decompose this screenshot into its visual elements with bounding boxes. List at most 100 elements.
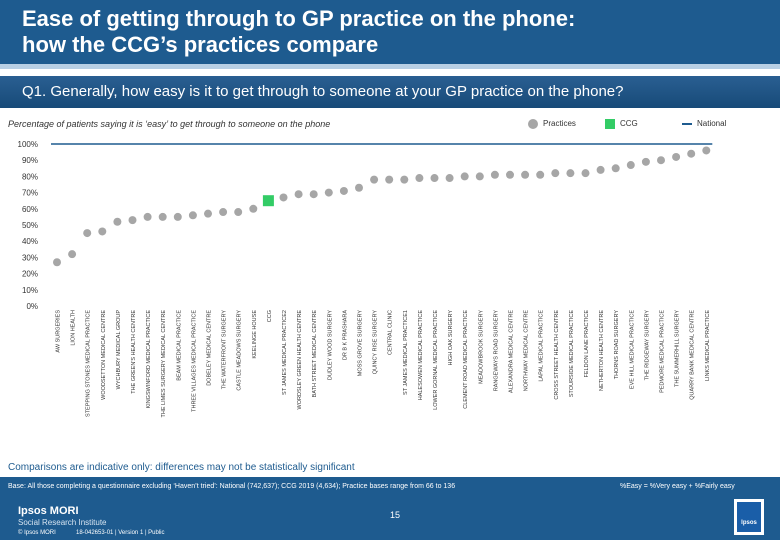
legend-label-ccg: CCG (620, 119, 638, 128)
practice-point (611, 164, 620, 173)
x-tick-label: DUDLEY WOOD SURGERY (327, 310, 333, 380)
practice-point (249, 204, 258, 213)
y-tick-label: 100% (18, 140, 38, 149)
practice-point (324, 188, 333, 197)
practice-point (294, 190, 303, 199)
x-tick-label: KINGSWINFORD MEDICAL PRACTICE (146, 310, 152, 409)
practice-point (687, 149, 696, 158)
x-tick-label: THE LIMES SURGERY MEDICAL CENTRE (161, 310, 167, 418)
practice-point (309, 190, 318, 199)
easy-definition: %Easy = %Very easy + %Fairly easy (620, 483, 735, 490)
ipsos-logo-mark: Ipsos (737, 502, 761, 532)
page-number: 15 (389, 510, 400, 520)
practice-point (128, 216, 137, 225)
page-title-line2: how the CCG’s practices compare (22, 32, 379, 57)
y-tick-label: 90% (22, 156, 38, 165)
x-tick-label: THE RIDGEWAY SURGERY (644, 310, 650, 381)
practices-chart: 0% 10% 20% 30% 40% 50% 60% 70% 80% 90% 100% AW SURG… (18, 140, 713, 418)
practice-point (98, 227, 107, 236)
practice-point (113, 217, 122, 226)
practice-point (173, 212, 182, 221)
x-tick-label: ST JAMES MEDICAL PRACTICE2 (282, 310, 288, 395)
y-tick-label: 40% (22, 237, 38, 246)
x-tick-label: ST JAMES MEDICAL PRACTICE1 (403, 310, 409, 395)
y-tick-label: 10% (22, 286, 38, 295)
practice-point (143, 212, 152, 221)
practice-point (400, 175, 409, 184)
practice-point (430, 174, 439, 183)
y-tick-label: 0% (26, 302, 38, 311)
practice-point (385, 175, 394, 184)
x-tick-label: RANGEWAYS ROAD SURGERY (493, 310, 499, 392)
practice-point (521, 170, 530, 179)
x-tick-label: WORDSLEY GREEN HEALTH CENTRE (297, 310, 303, 410)
practice-point (68, 250, 77, 259)
practice-point (188, 211, 197, 220)
x-tick-label: CLEMENT ROAD MEDICAL PRACTICE (463, 310, 469, 409)
x-tick-label: THREE VILLAGES MEDICAL PRACTICE (191, 310, 197, 412)
practice-point (490, 170, 499, 179)
base-note: Base: All those completing a questionnai… (8, 483, 456, 490)
practice-point (536, 170, 545, 179)
x-tick-label: EVE HILL MEDICAL PRACTICE (629, 310, 635, 389)
y-tick-label: 20% (22, 270, 38, 279)
x-tick-label: THE SUMMERHILL SURGERY (675, 310, 681, 387)
practice-point (657, 156, 665, 165)
institute-name: Social Research Institute (18, 518, 107, 527)
x-tick-label: LION HEALTH (71, 310, 77, 346)
practice-point (83, 229, 92, 238)
x-tick-label: NETHERTON HEALTH CENTRE (599, 310, 605, 391)
x-tick-label: WOODSETTON MEDICAL CENTRE (101, 310, 107, 400)
practice-point (234, 208, 243, 217)
comparison-note: Comparisons are indicative only: differe… (8, 462, 355, 473)
practice-point (551, 169, 560, 178)
x-tick-label: DR B K PRASHARA (342, 310, 348, 360)
title-bar: Ease of getting through to GP practice o… (0, 0, 780, 64)
legend-swatch-practices (528, 119, 538, 129)
x-tick-label: LAPAL MEDICAL PRACTICE (539, 310, 545, 382)
x-tick-label: ALEXANDRA MEDICAL CENTRE (509, 310, 515, 393)
practice-point (506, 170, 514, 179)
copyright: © Ipsos MORI (18, 530, 56, 536)
practice-point (475, 172, 484, 181)
practice-point (158, 212, 167, 221)
practice-point (566, 169, 575, 178)
x-tick-label: THORNS ROAD SURGERY (614, 310, 620, 380)
x-tick-label: STEPPING STONES MEDICAL PRACTICE (86, 310, 92, 417)
y-tick-label: 60% (22, 205, 38, 214)
x-tick-label: MOSS GROVE SURGERY (358, 310, 364, 377)
practice-point (702, 146, 711, 155)
practice-point (53, 258, 61, 267)
x-tick-label: HALESOWEN MEDICAL PRACTICE (418, 310, 424, 401)
x-tick-label: FELDON LANE PRACTICE (584, 310, 590, 378)
practice-point (204, 209, 212, 218)
x-tick-label: CROSS STREET HEALTH CENTRE (554, 310, 560, 400)
practice-point (626, 161, 635, 170)
practice-point (279, 193, 288, 202)
x-tick-label: LOWER GORNAL MEDICAL PRACTICE (433, 310, 439, 410)
x-tick-label: CENTRAL CLINIC (388, 310, 394, 355)
x-tick-label: AW SURGERIES (56, 310, 62, 353)
x-tick-label: BATH STREET MEDICAL CENTRE (312, 310, 318, 398)
x-tick-label: MEADOWBROOK SURGERY (478, 310, 484, 384)
practice-point (596, 165, 605, 174)
footer: Base: All those completing a questionnai… (0, 477, 780, 540)
legend-swatch-national (682, 123, 692, 125)
page-title-line1: Ease of getting through to GP practice o… (22, 6, 576, 31)
practice-point (415, 174, 424, 183)
x-tick-label: KEELINGE HOUSE (252, 310, 258, 359)
y-tick-label: 50% (22, 221, 38, 230)
practice-point (460, 172, 469, 181)
ipsos-logo-text: Ipsos (741, 520, 757, 526)
legend-label-practices: Practices (543, 119, 576, 128)
question-bar: Q1. Generally, how easy is it to get thr… (0, 76, 780, 108)
x-tick-label: QUARRY BANK MEDICAL CENTRE (690, 310, 696, 400)
y-tick-label: 70% (22, 189, 38, 198)
practice-point (581, 169, 590, 178)
question-text: Q1. Generally, how easy is it to get thr… (22, 83, 624, 100)
x-tick-label: THE WATERFRONT SURGERY (222, 310, 228, 390)
x-tick-label: THE GREEN'S HEALTH CENTRE (131, 310, 137, 394)
practice-point (339, 186, 348, 195)
ccg-point (262, 195, 274, 207)
x-tick-label: HIGH OAK SURGERY (448, 310, 454, 366)
